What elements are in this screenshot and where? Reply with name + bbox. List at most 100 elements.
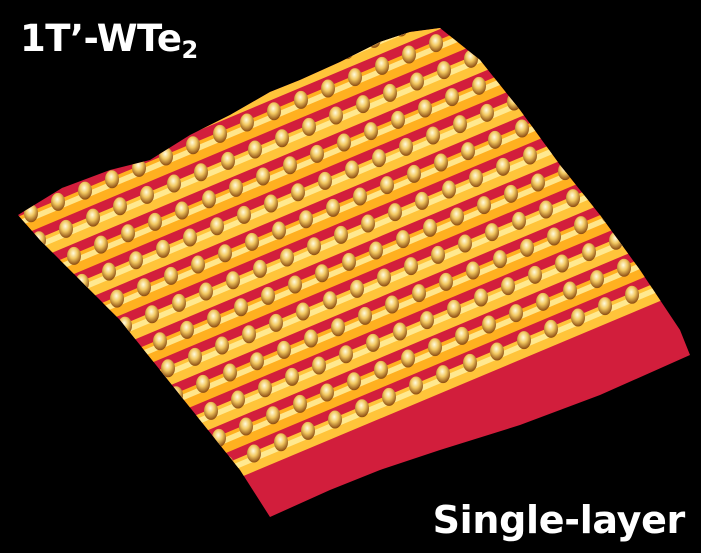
atom-bump [488,130,502,149]
atom-bump [642,35,656,54]
atom-bump [666,116,680,135]
atom-bump [96,447,110,466]
atom-bump [243,28,257,40]
atom-bump [348,68,362,87]
material-label: 1T’-WTe2 [20,20,198,62]
atom-bump [307,237,321,256]
atom-bump [94,235,108,254]
atom-bump [54,100,68,119]
atom-bump [375,56,389,75]
atom-bump [237,205,251,224]
atom-bump [86,208,100,227]
atom-bump [544,319,558,338]
atom-bump [356,95,370,114]
atom-bump [342,252,356,271]
atom-bump [105,170,119,189]
atom-bump [458,234,472,253]
atom-bump [288,275,302,294]
atom-bump [445,88,459,107]
atom-bump [18,177,30,196]
atom-bump [475,0,489,2]
atom-bump [518,28,532,46]
atom-bump [483,28,497,30]
atom-bump [607,28,621,39]
atom-bump [215,336,229,355]
atom-bump [139,489,153,508]
atom-bump [528,265,542,284]
atom-bump [520,238,534,257]
atom-bump [164,266,178,285]
atom-bump [315,264,329,283]
atom-bump [531,173,545,192]
atom-bump [283,156,297,175]
atom-bump [547,227,561,246]
atom-bump [582,243,596,262]
atom-bump [61,431,75,450]
atom-bump [312,356,326,375]
atom-bump [563,281,577,300]
atom-bump [108,77,122,96]
atom-bump [145,305,159,324]
atom-bump [166,478,180,497]
atom-bump [77,485,91,504]
atom-bump [226,271,240,290]
atom-bump [490,342,504,361]
atom-bump [493,250,507,269]
atom-bump [463,353,477,372]
atom-bump [204,401,218,420]
atom-bump [631,101,645,120]
atom-bump [679,263,690,282]
atom-bump [517,331,531,350]
atom-bump [56,312,70,331]
atom-bump [509,304,523,323]
atom-bump [239,417,253,436]
atom-bump [51,192,65,211]
atom-bump [40,258,54,277]
atom-bump [27,111,41,130]
atom-bump [83,300,97,319]
atom-bump [496,157,510,176]
atom-bump [377,268,391,287]
atom-bump [261,286,275,305]
atom-bump [62,127,76,146]
atom-bump [274,433,288,452]
atom-bump [153,332,167,351]
atom-bump [253,259,267,278]
atom-bump [461,142,475,161]
atom-bump [685,78,690,97]
atom-bump [107,381,121,400]
atom-bump [677,51,690,70]
atom-bump [231,390,245,409]
atom-bump [32,231,46,250]
atom-bump [464,49,478,68]
atom-bump [453,115,467,134]
atom-bump [339,345,353,364]
atom-bump [421,7,435,25]
atom-bump [396,230,410,249]
atom-bump [367,29,381,48]
atom-bump [491,38,505,57]
atom-bump [137,278,151,297]
atom-bump [180,320,194,339]
atom-bump [585,150,599,169]
atom-bump [539,200,553,219]
atom-bump [617,258,631,277]
atom-bump [609,231,623,250]
atom-bump [321,79,335,98]
atom-bump [499,65,513,84]
atom-bump [218,244,232,263]
atom-bump [328,410,342,429]
atom-bump [115,408,129,427]
atom-bump [183,228,197,247]
atom-bump [625,285,639,304]
atom-bump [185,440,199,459]
atom-bump [194,163,208,182]
atom-bump [526,54,540,73]
atom-bump [469,169,483,188]
atom-bump [361,214,375,233]
atom-bump [372,149,386,168]
atom-bump [113,197,127,216]
atom-bump [669,28,683,43]
atom-bump [169,386,183,405]
atom-bump [272,221,286,240]
